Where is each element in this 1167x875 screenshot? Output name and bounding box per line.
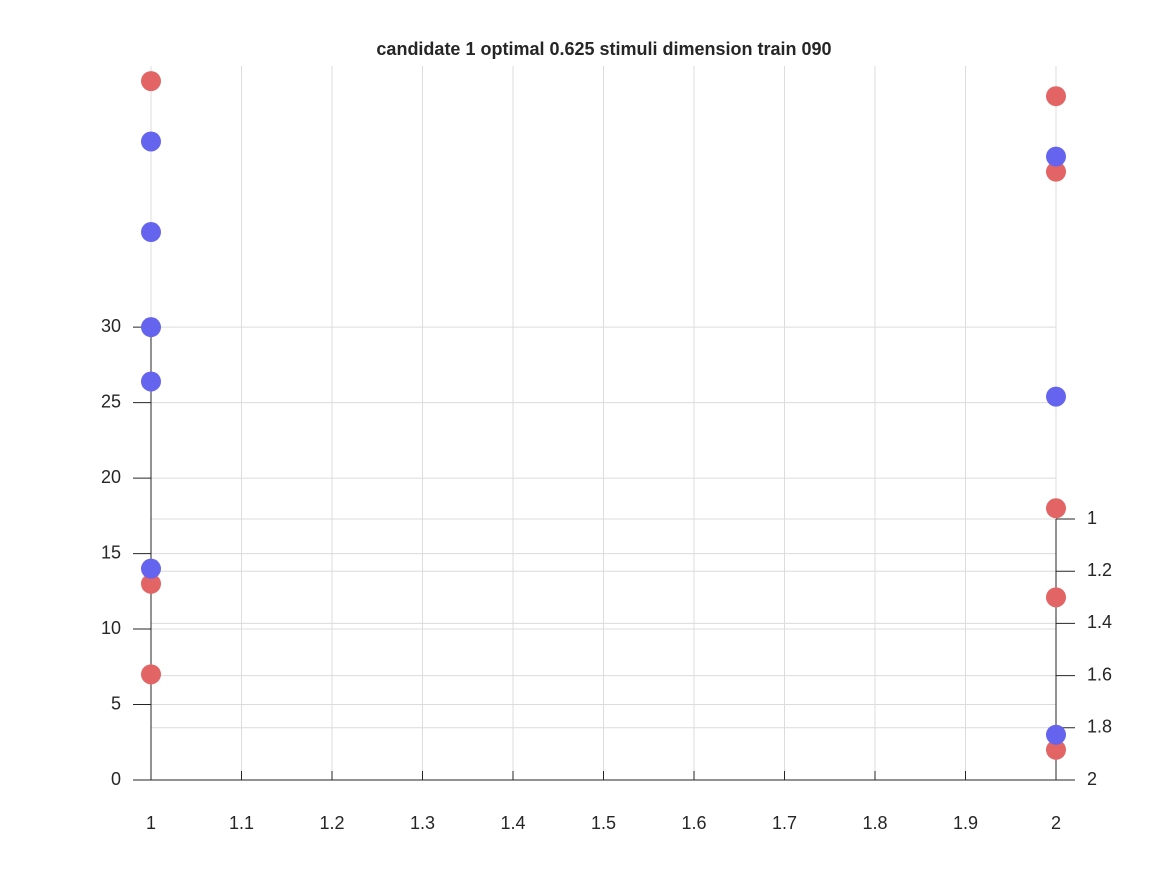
chart-title: candidate 1 optimal 0.625 stimuli dimens…	[376, 39, 831, 59]
x-tick-label: 1.2	[319, 813, 344, 833]
x-tick-label: 1	[146, 813, 156, 833]
x-tick-label: 2	[1051, 813, 1061, 833]
y-tick-label: 10	[101, 618, 121, 638]
x-tick-label: 1.1	[229, 813, 254, 833]
point	[1046, 386, 1066, 407]
point	[141, 317, 161, 338]
point	[1046, 739, 1066, 760]
point	[1046, 86, 1066, 107]
point	[141, 131, 161, 152]
point	[1046, 587, 1066, 608]
y2-tick-label: 1.2	[1087, 560, 1112, 580]
point	[1046, 161, 1066, 182]
y-tick-label: 25	[101, 391, 121, 411]
point	[1046, 498, 1066, 519]
y-tick-label: 20	[101, 467, 121, 487]
y2-tick-label: 1.4	[1087, 612, 1112, 632]
y-tick-label: 5	[111, 693, 121, 713]
point	[141, 664, 161, 685]
y-tick-label: 15	[101, 542, 121, 562]
x-tick-label: 1.7	[772, 813, 797, 833]
x-tick-label: 1.9	[953, 813, 978, 833]
point	[141, 371, 161, 392]
x-tick-label: 1.8	[862, 813, 887, 833]
x-tick-label: 1.6	[681, 813, 706, 833]
y-tick-label: 30	[101, 316, 121, 336]
point	[141, 573, 161, 594]
point	[141, 222, 161, 243]
point	[1046, 724, 1066, 745]
x-tick-label: 1.4	[500, 813, 525, 833]
point	[1046, 146, 1066, 167]
x-tick-label: 1.3	[410, 813, 435, 833]
y-tick-label: 0	[111, 769, 121, 789]
y2-tick-label: 1.6	[1087, 664, 1112, 684]
point	[141, 558, 161, 579]
y2-tick-label: 2	[1087, 769, 1097, 789]
y2-tick-label: 1.8	[1087, 717, 1112, 737]
x-tick-label: 1.5	[591, 813, 616, 833]
y2-tick-label: 1	[1087, 508, 1097, 528]
point	[141, 71, 161, 92]
